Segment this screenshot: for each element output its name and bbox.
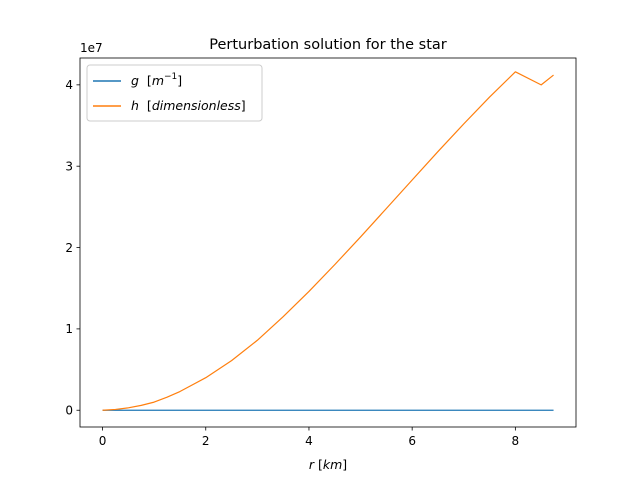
y-tick-label: 0 xyxy=(65,404,73,418)
x-tick-label: 2 xyxy=(202,434,210,448)
series-line-h xyxy=(102,71,554,411)
x-tick-label: 6 xyxy=(408,434,416,448)
chart-title: Perturbation solution for the star xyxy=(209,37,447,53)
legend-h-unit: dimensionless xyxy=(152,98,241,113)
x-axis-label-symbol: r xyxy=(309,457,315,472)
x-axis-label-unit: km xyxy=(323,457,342,472)
legend: g [m−1] h [dimensionless] xyxy=(86,64,263,122)
x-tick-label: 8 xyxy=(512,434,520,448)
legend-g-symbol: g xyxy=(131,73,139,88)
x-tick-label: 0 xyxy=(99,434,107,448)
y-axis-ticks: 0 1 2 3 4 xyxy=(65,78,80,418)
x-axis-ticks: 0 2 4 6 8 xyxy=(99,427,519,448)
axes-frame xyxy=(79,57,577,428)
y-offset-text: 1e7 xyxy=(80,41,103,55)
x-axis-label: r [km] xyxy=(309,457,347,472)
legend-g-exponent: −1 xyxy=(164,72,177,82)
y-tick-label: 1 xyxy=(65,322,73,336)
y-tick-label: 2 xyxy=(65,241,73,255)
legend-box xyxy=(86,64,263,122)
series-lines xyxy=(102,71,554,411)
legend-label-g: g [m−1] xyxy=(131,72,182,88)
plot-area: 0 2 4 6 8 0 1 2 3 4 xyxy=(65,57,577,448)
y-tick-label: 4 xyxy=(65,78,73,92)
legend-h-symbol: h xyxy=(131,98,139,113)
legend-g-unit: m xyxy=(152,73,164,88)
legend-label-h: h [dimensionless] xyxy=(131,98,246,113)
x-tick-label: 4 xyxy=(305,434,313,448)
y-tick-label: 3 xyxy=(65,159,73,173)
